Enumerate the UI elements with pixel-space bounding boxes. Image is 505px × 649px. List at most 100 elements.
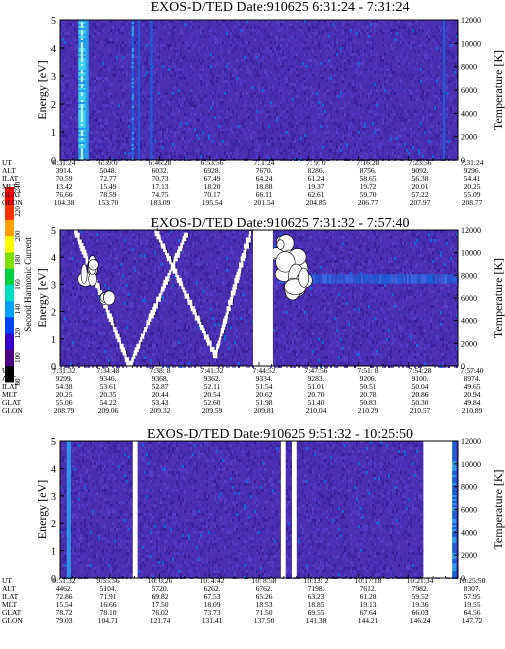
spectrogram-cell bbox=[128, 50, 130, 53]
spectrogram-cell bbox=[296, 41, 298, 44]
spectrogram-cell bbox=[428, 86, 430, 89]
spectrogram-cell bbox=[154, 59, 156, 62]
spectrogram-cell bbox=[270, 32, 272, 35]
spectrogram-cell bbox=[262, 110, 264, 113]
spectrogram-cell bbox=[326, 74, 328, 77]
colorbar-segment bbox=[5, 349, 14, 367]
spectrogram-cell bbox=[290, 140, 292, 143]
spectrogram-cell bbox=[404, 155, 406, 158]
spectrogram-cell bbox=[284, 152, 286, 155]
spectrogram-cell bbox=[392, 146, 394, 149]
spectrogram-cell bbox=[410, 65, 412, 68]
spectrogram-cell bbox=[190, 128, 192, 131]
spectrogram-cell bbox=[408, 53, 410, 56]
spectrogram-cell bbox=[252, 47, 254, 50]
spectrogram-cell bbox=[120, 146, 122, 149]
spectrogram-cell bbox=[400, 116, 402, 119]
spectrogram-cell bbox=[324, 62, 326, 65]
spectrogram-cell bbox=[308, 152, 310, 155]
spectrogram-cell bbox=[180, 119, 182, 122]
spectrogram-cell bbox=[430, 65, 432, 68]
spectrogram-cell bbox=[170, 59, 172, 62]
spectrogram-cell bbox=[184, 101, 186, 104]
colorbar-tick-label: 120 bbox=[14, 328, 22, 339]
spectrogram-cell bbox=[152, 137, 154, 140]
spectrogram-cell bbox=[370, 50, 372, 53]
spectrogram-cell bbox=[170, 62, 172, 65]
spectrogram-cell bbox=[300, 38, 302, 41]
colorbar-label: Second Harmonic Current bbox=[23, 237, 33, 332]
spectrogram-cell bbox=[226, 131, 228, 134]
spectrogram-cell bbox=[174, 128, 176, 131]
spectrogram-cell bbox=[342, 80, 344, 83]
spectrogram-cell bbox=[128, 143, 130, 146]
spectrogram-cell bbox=[366, 95, 368, 98]
spectrogram-cell bbox=[292, 47, 294, 50]
spectrogram-cell bbox=[352, 113, 354, 116]
spectrogram-cell bbox=[162, 59, 164, 62]
spectrogram-cell bbox=[234, 47, 236, 50]
spectrogram-cell bbox=[422, 116, 424, 119]
spectrogram-cell bbox=[238, 128, 240, 131]
spectrogram-cell bbox=[372, 107, 374, 110]
spectrogram-cell bbox=[272, 140, 274, 143]
spectrogram-cell bbox=[342, 95, 344, 98]
spectrogram-cell bbox=[420, 50, 422, 53]
spectrogram-cell bbox=[320, 80, 322, 83]
spectrogram-cell bbox=[234, 41, 236, 44]
spectrogram-cell bbox=[338, 116, 340, 119]
spectrogram-cell bbox=[114, 32, 116, 35]
spectrogram-cell bbox=[108, 143, 110, 146]
spectrogram-cell bbox=[118, 83, 120, 86]
spectrogram-cell bbox=[282, 86, 284, 89]
spectrogram-cell bbox=[426, 110, 428, 113]
spectrogram-cell bbox=[294, 146, 296, 149]
spectrogram-cell bbox=[390, 113, 392, 116]
spectrogram-cell bbox=[228, 62, 230, 65]
spectrogram-cell bbox=[100, 92, 102, 95]
spectrogram-cell bbox=[154, 113, 156, 116]
spectrogram-cell bbox=[142, 71, 144, 74]
spectrogram-cell bbox=[130, 131, 132, 134]
spectrogram-cell bbox=[326, 131, 328, 134]
spectrogram-cell bbox=[140, 113, 142, 116]
spectrogram-cell bbox=[386, 155, 388, 158]
spectrogram-cell bbox=[424, 107, 426, 110]
spectrogram-cell bbox=[146, 77, 148, 80]
spectrogram-cell bbox=[358, 134, 360, 137]
spectrogram-cell bbox=[402, 38, 404, 41]
spectrogram-cell bbox=[156, 59, 158, 62]
spectrogram-cell bbox=[338, 80, 340, 83]
spectrogram-cell bbox=[404, 41, 406, 44]
spectrogram-cell bbox=[300, 131, 302, 134]
spectrogram-cell bbox=[372, 38, 374, 41]
spectrogram-cell bbox=[348, 71, 350, 74]
spectrogram-cell bbox=[246, 137, 248, 140]
spectrogram-cell bbox=[416, 140, 418, 143]
spectrogram-cell bbox=[430, 62, 432, 65]
spectrogram-cell bbox=[180, 137, 182, 140]
spectrogram-cell bbox=[342, 41, 344, 44]
spectrogram-cell bbox=[256, 152, 258, 155]
spectrogram-cell bbox=[296, 122, 298, 125]
spectrogram-cell bbox=[238, 38, 240, 41]
spectrogram-cell bbox=[300, 26, 302, 29]
spectrogram-cell bbox=[252, 152, 254, 155]
spectrogram-cell bbox=[420, 155, 422, 158]
spectrogram-cell bbox=[90, 74, 92, 77]
spectrogram-cell bbox=[180, 104, 182, 107]
spectrogram-cell bbox=[218, 89, 220, 92]
spectrogram-cell bbox=[322, 56, 324, 59]
spectrogram-cell bbox=[318, 77, 320, 80]
spectrogram-cell bbox=[266, 140, 268, 143]
spectrogram-cell bbox=[378, 155, 380, 158]
spectrogram-cell bbox=[222, 125, 224, 128]
spectrogram-cell bbox=[116, 59, 118, 62]
spectrogram-cell bbox=[320, 107, 322, 110]
spectrogram-cell bbox=[378, 74, 380, 77]
spectrogram-cell bbox=[386, 119, 388, 122]
colorbar-tick-label: 240 bbox=[14, 181, 22, 192]
spectrogram-cell bbox=[222, 62, 224, 65]
spectrogram-cell bbox=[116, 107, 118, 110]
spectrogram-cell bbox=[216, 26, 218, 29]
